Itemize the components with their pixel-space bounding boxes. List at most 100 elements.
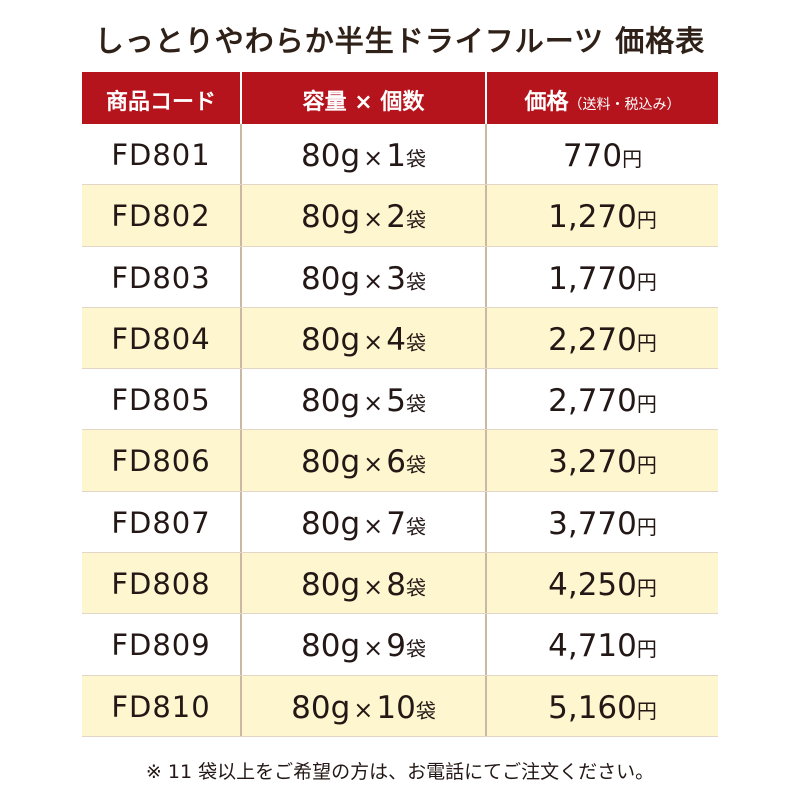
weight: 80g xyxy=(301,505,361,542)
price-cell: 2,270 円 xyxy=(487,308,718,368)
count: 1 xyxy=(386,138,406,174)
code-cell: FD807 xyxy=(82,491,242,553)
header-cell: 容量 × 個数 xyxy=(242,72,487,124)
code-cell: FD810 xyxy=(82,675,242,736)
table-row: FD803 80g × 3 袋 1,770 円 xyxy=(82,246,718,308)
times: × xyxy=(363,266,384,295)
weight: 80g xyxy=(301,567,361,604)
unit: 袋 xyxy=(415,698,436,723)
quantity-cell: 80g × 1 袋 xyxy=(242,124,487,185)
unit: 袋 xyxy=(405,392,426,417)
unit: 袋 xyxy=(405,576,426,601)
title: しっとりやわらか半生ドライフルーツ 価格表 xyxy=(94,24,706,58)
product-code: FD807 xyxy=(111,505,211,540)
count: 5 xyxy=(386,383,406,420)
currency: 円 xyxy=(636,514,657,539)
table-row: FD801 80g × 1 袋 770 円 xyxy=(82,124,718,186)
currency: 円 xyxy=(636,208,657,233)
count: 2 xyxy=(386,199,406,236)
times: × xyxy=(363,634,384,663)
currency: 円 xyxy=(636,330,657,355)
quantity-cell: 80g × 10 袋 xyxy=(242,675,487,736)
header-text: 容量 × 個数 xyxy=(302,90,425,115)
header-note: （送料・税込み） xyxy=(568,97,681,113)
price-cell: 3,270 円 xyxy=(487,430,718,490)
price: 4,710 xyxy=(548,628,637,665)
price-cell: 770 円 xyxy=(487,124,718,184)
product-code: FD805 xyxy=(111,383,211,418)
weight: 80g xyxy=(301,321,361,358)
product-code: FD804 xyxy=(111,321,211,356)
weight: 80g xyxy=(301,138,361,174)
unit: 袋 xyxy=(405,453,426,478)
count: 10 xyxy=(376,689,416,726)
times: × xyxy=(363,573,384,602)
code-cell: FD809 xyxy=(82,614,242,675)
price-cell: 4,710 円 xyxy=(487,614,718,674)
times: × xyxy=(353,695,374,724)
weight: 80g xyxy=(301,444,361,481)
code-cell: FD805 xyxy=(82,369,242,430)
price: 2,770 xyxy=(548,383,637,420)
times: × xyxy=(363,511,384,540)
currency: 円 xyxy=(636,392,657,417)
unit: 袋 xyxy=(405,269,426,294)
header-text: 商品コード xyxy=(105,90,216,115)
count: 8 xyxy=(386,567,406,604)
table-row: FD809 80g × 9 袋 4,710 円 xyxy=(82,614,718,676)
product-code: FD809 xyxy=(111,628,211,663)
quantity-cell: 80g × 7 袋 xyxy=(242,491,487,553)
header-text: 価格 xyxy=(524,90,569,115)
currency: 円 xyxy=(636,576,657,601)
code-cell: FD802 xyxy=(82,185,242,246)
table-row: FD804 80g × 4 袋 2,270 円 xyxy=(82,307,718,370)
price: 3,270 xyxy=(548,444,637,481)
times: × xyxy=(363,450,384,479)
product-code: FD803 xyxy=(111,260,211,295)
price-cell: 1,770 円 xyxy=(487,247,718,307)
unit: 袋 xyxy=(405,330,426,355)
currency: 円 xyxy=(636,269,657,294)
table-row: FD808 80g × 8 袋 4,250 円 xyxy=(82,553,718,615)
footnote: ※ 11 袋以上をご希望の方は、お電話にてご注文ください。 xyxy=(145,761,655,783)
product-code: FD801 xyxy=(111,138,211,172)
currency: 円 xyxy=(622,147,643,171)
code-cell: FD801 xyxy=(82,124,242,185)
header-cell: 商品コード xyxy=(82,72,242,124)
times: × xyxy=(363,144,384,172)
price: 3,770 xyxy=(548,505,637,542)
quantity-cell: 80g × 5 袋 xyxy=(242,369,487,430)
count: 9 xyxy=(386,628,406,665)
price-cell: 1,270 円 xyxy=(487,185,718,245)
header-row: 商品コード 容量 × 個数 価格 （送料・税込み） xyxy=(82,72,718,124)
weight: 80g xyxy=(301,383,361,420)
header-cell: 価格 （送料・税込み） xyxy=(487,72,718,124)
count: 3 xyxy=(386,260,406,297)
price: 2,270 xyxy=(548,321,637,358)
product-code: FD806 xyxy=(111,444,211,479)
count: 6 xyxy=(386,444,406,481)
price-cell: 4,250 円 xyxy=(487,553,718,613)
price-cell: 2,770 円 xyxy=(487,369,718,429)
unit: 袋 xyxy=(405,208,426,233)
quantity-cell: 80g × 6 袋 xyxy=(242,430,487,491)
quantity-cell: 80g × 9 袋 xyxy=(242,614,487,675)
unit: 袋 xyxy=(405,637,426,662)
currency: 円 xyxy=(636,698,657,723)
weight: 80g xyxy=(291,689,351,726)
times: × xyxy=(363,389,384,418)
code-cell: FD808 xyxy=(82,553,242,614)
price: 4,250 xyxy=(548,567,637,604)
table-row: FD810 80g × 10 袋 5,160 円 xyxy=(82,675,718,737)
quantity-cell: 80g × 4 袋 xyxy=(242,307,487,369)
code-cell: FD803 xyxy=(82,246,242,307)
product-code: FD802 xyxy=(111,199,211,234)
quantity-cell: 80g × 3 袋 xyxy=(242,246,487,307)
currency: 円 xyxy=(636,453,657,478)
table-row: FD807 80g × 7 袋 3,770 円 xyxy=(82,491,718,554)
product-code: FD810 xyxy=(111,689,211,724)
count: 4 xyxy=(386,321,406,358)
currency: 円 xyxy=(636,637,657,662)
code-cell: FD804 xyxy=(82,307,242,369)
